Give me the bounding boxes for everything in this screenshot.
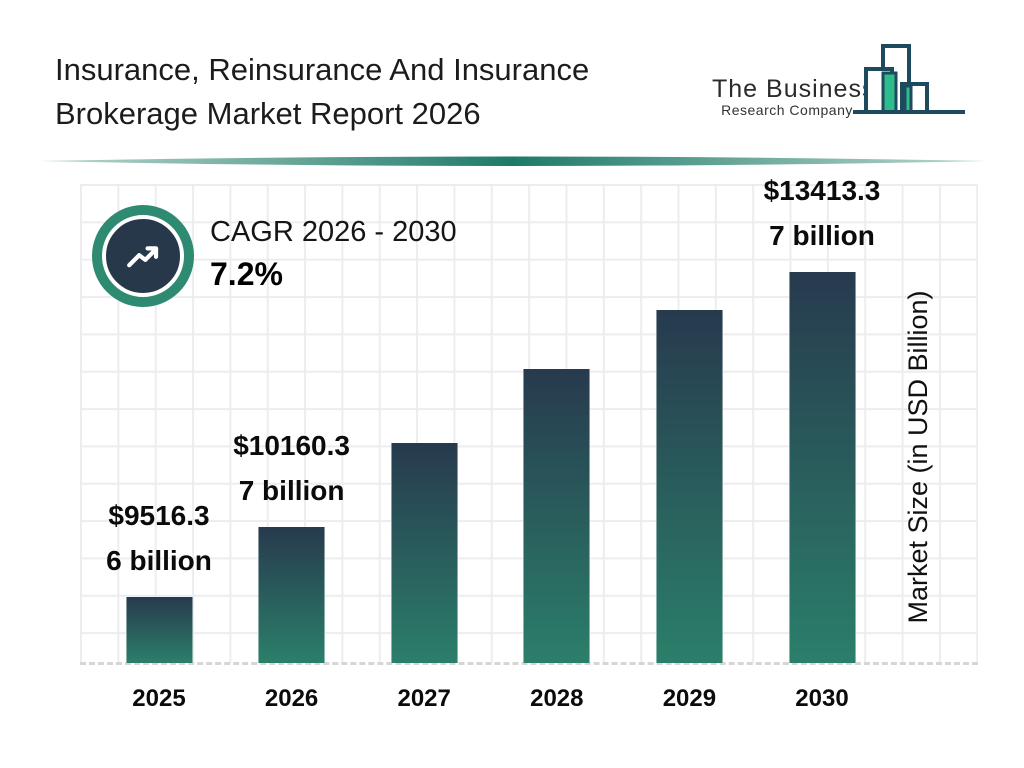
trending-up-icon: [102, 215, 184, 297]
chart-plot-area: $9516.3 6 billion 2025 $10160.3 7 billion 202…: [80, 175, 978, 712]
cagr-value: 7.2%: [210, 256, 283, 292]
page-title-line-2: Brokerage Market Report 2026: [55, 96, 481, 131]
bar-2027: [390, 443, 458, 663]
x-axis-label-2030: 2030: [795, 685, 849, 712]
page-title: Insurance, Reinsurance And Insurance Bro…: [55, 48, 695, 136]
y-axis-title: Market Size (in USD Billion): [903, 290, 933, 624]
company-name: The Business: [712, 75, 876, 103]
value-label-2025: $9516.3 6 billion: [106, 500, 212, 576]
value-label-2030: $13413.3 7 billion: [763, 175, 881, 251]
cagr-badge: [92, 205, 194, 307]
bar-2028: [523, 369, 591, 663]
bar-2026: [258, 527, 326, 663]
divider-line: [38, 152, 988, 172]
x-axis-label-2027: 2027: [397, 685, 451, 712]
cagr-label: CAGR 2026 - 2030: [210, 216, 457, 248]
company-subname: Research Company: [721, 102, 853, 118]
bar-2025: [125, 597, 193, 663]
company-logo: The Business Research Company: [712, 40, 980, 120]
logo-bars-icon: [852, 43, 967, 120]
cagr-block: CAGR 2026 - 2030 7.2%: [210, 214, 457, 293]
x-axis-baseline: [80, 662, 978, 665]
x-axis-label-2029: 2029: [662, 685, 717, 712]
value-label-2026: $10160.3 7 billion: [233, 430, 350, 506]
company-logo-text: The Business Research Company: [712, 75, 876, 120]
bar-2029: [655, 310, 723, 663]
bar-2030: [788, 272, 856, 663]
x-axis-label-2028: 2028: [530, 685, 584, 712]
x-axis-label-2026: 2026: [264, 685, 319, 712]
x-axis-label-2025: 2025: [132, 685, 186, 712]
page-title-line-1: Insurance, Reinsurance And Insurance: [55, 52, 590, 87]
